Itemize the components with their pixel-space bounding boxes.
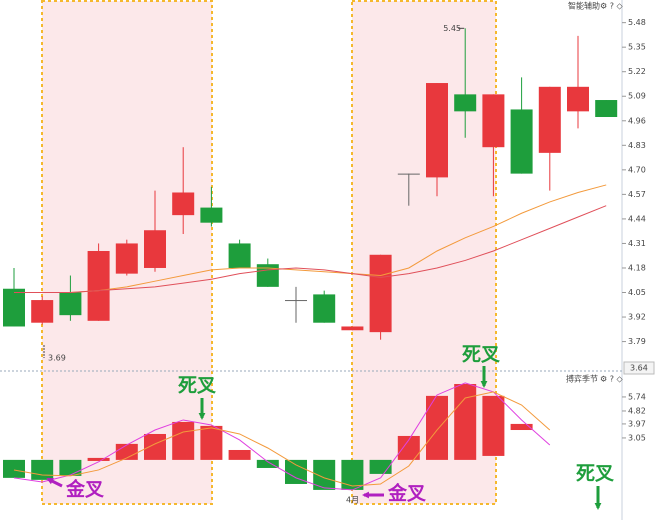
y-tick-label: 3.92: [628, 313, 646, 322]
arrow-head: [480, 381, 488, 388]
y-tick-label: 3.97: [628, 419, 646, 428]
indicator-bar: [285, 459, 307, 484]
annotation: 死叉: [462, 344, 501, 366]
indicator-bar: [482, 395, 505, 456]
candle-body: [454, 94, 477, 112]
candle-body: [285, 300, 307, 302]
arrow-head: [198, 413, 206, 420]
indicator-bar: [172, 421, 195, 460]
candle-body: [313, 294, 336, 323]
panel-title: 搏弈季节: [566, 374, 598, 384]
indicator-bar: [313, 459, 336, 490]
arrow-head: [362, 491, 369, 499]
arrow-head: [46, 478, 54, 485]
candle-body: [567, 86, 589, 112]
indicator-bar: [59, 459, 82, 476]
arrow-head: [594, 503, 602, 510]
y-tick-label: 5.48: [628, 18, 646, 27]
y-tick-label: 4.18: [628, 263, 646, 272]
indicator-bar: [397, 435, 420, 460]
candle-body: [87, 250, 110, 321]
y-tick-label: 5.22: [628, 67, 646, 76]
candle-body: [538, 86, 561, 153]
indicator-bar: [256, 459, 279, 468]
candle-body: [397, 173, 420, 175]
panel-icons[interactable]: ⚙ ? ◇: [600, 2, 624, 11]
annotation: 死叉: [178, 375, 217, 397]
price-tag: 3.64: [630, 364, 648, 373]
line-series: [14, 184, 607, 294]
candle-body: [482, 94, 505, 148]
y-tick-label: 5.09: [628, 92, 646, 101]
indicator-bar: [200, 425, 223, 460]
y-tick-label: 3.05: [628, 433, 646, 442]
annotation: 死叉: [576, 463, 615, 485]
indicator-bar: [87, 457, 110, 461]
y-tick-label: 4.44: [628, 214, 646, 223]
candle-body: [3, 288, 25, 327]
y-tick-label: 4.57: [628, 190, 646, 199]
annotation: 金叉: [387, 482, 427, 505]
y-tick-label: 4.96: [628, 116, 646, 125]
candle-body: [369, 254, 392, 333]
annotation: 金叉: [65, 478, 105, 501]
candle-body: [200, 207, 223, 223]
y-tick-label: 4.70: [628, 165, 646, 174]
candle-body: [341, 326, 364, 331]
candle-body: [144, 230, 166, 268]
y-tick-label: 4.83: [628, 141, 646, 150]
indicator-bar: [341, 459, 364, 490]
indicator-bar: [3, 459, 25, 478]
indicator-bar: [144, 433, 166, 460]
candle-body: [115, 243, 138, 274]
indicator-bar: [454, 383, 477, 460]
price-tag-bg: [623, 361, 655, 375]
y-tick-label: 5.35: [628, 43, 646, 52]
x-label: 4月: [346, 496, 359, 505]
panel-icons[interactable]: ⚙ ? ◇: [600, 375, 624, 384]
y-tick-label: 4.05: [628, 288, 646, 297]
indicator-bar: [510, 423, 533, 431]
line-series: [13, 382, 551, 491]
candle-body: [510, 109, 533, 174]
line-series: [13, 391, 551, 487]
candle-body: [426, 83, 448, 178]
y-tick-label: 4.82: [628, 406, 646, 415]
indicator-bar: [228, 449, 251, 460]
y-tick-label: 3.79: [628, 337, 646, 346]
y-tick-label: 5.74: [628, 392, 646, 401]
max-label: 5.45: [443, 24, 461, 33]
panel-title: 智能辅助: [568, 1, 600, 11]
indicator-bar: [31, 459, 54, 480]
min-label: 3.69: [48, 354, 66, 363]
line-series: [14, 205, 607, 294]
candle-body: [595, 100, 618, 118]
candle-body: [172, 192, 195, 216]
candle-body: [31, 300, 54, 323]
candle-body: [228, 243, 251, 268]
indicator-bar: [426, 395, 448, 460]
y-tick-label: 4.31: [628, 239, 646, 248]
candle-body: [59, 292, 82, 316]
